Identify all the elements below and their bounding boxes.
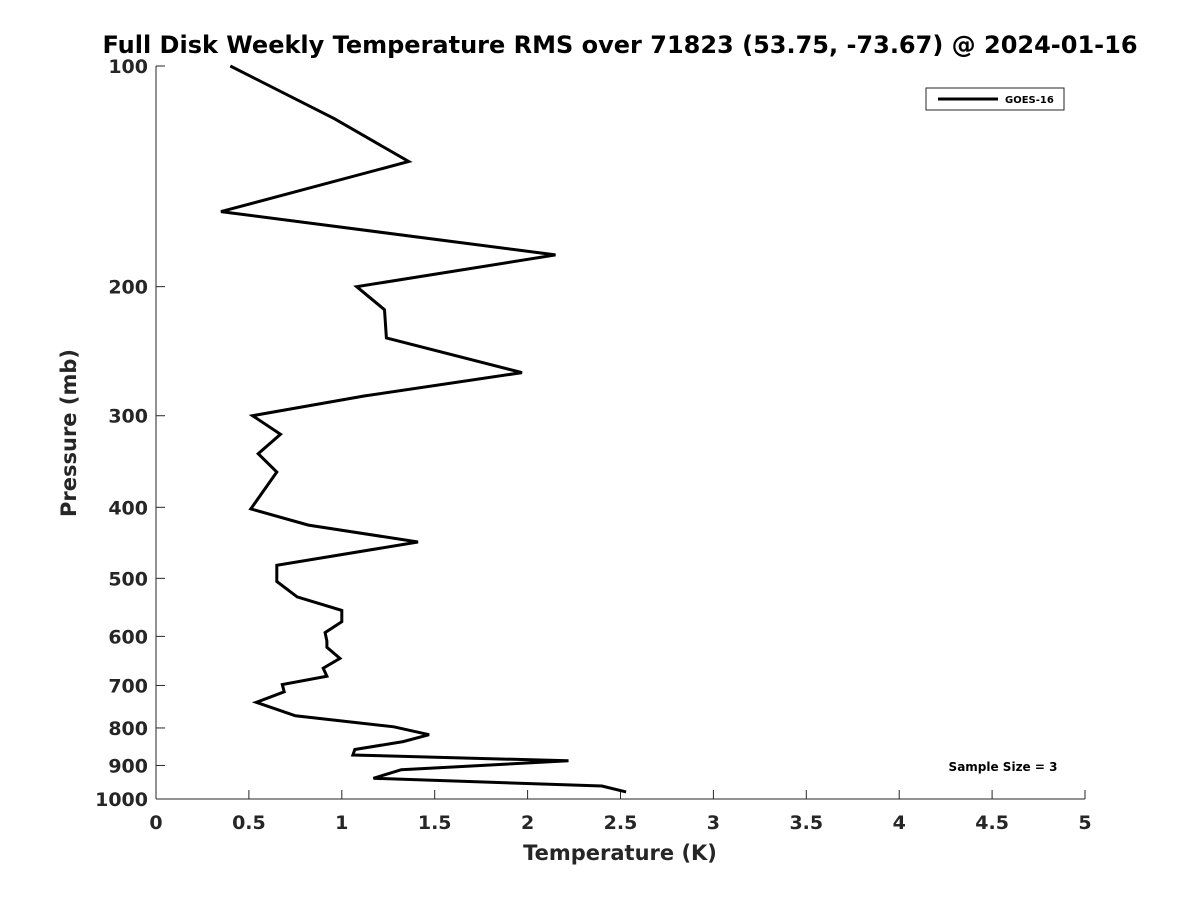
x-axis-label: Temperature (K) — [523, 841, 717, 865]
x-tick-label: 1 — [335, 812, 348, 834]
chart-title: Full Disk Weekly Temperature RMS over 71… — [102, 31, 1137, 59]
legend: GOES-16 — [925, 87, 1065, 111]
x-tick-label: 3.5 — [789, 812, 823, 834]
series-line-goes-16 — [220, 64, 627, 794]
y-tick-label: 600 — [108, 626, 148, 648]
y-tick-label: 700 — [108, 675, 148, 697]
y-tick-label: 200 — [108, 277, 148, 299]
y-axis-ticks: 100 200 300 400 500 600 700 800 900 1000 — [95, 56, 165, 811]
y-tick-label: 1000 — [95, 789, 148, 811]
sample-size-annotation: Sample Size = 3 — [949, 760, 1058, 774]
y-tick-label: 400 — [108, 497, 148, 519]
legend-label: GOES-16 — [1005, 95, 1054, 106]
y-tick-label: 800 — [108, 718, 148, 740]
x-tick-label: 4.5 — [975, 812, 1009, 834]
x-tick-label: 1.5 — [418, 812, 452, 834]
y-tick-label: 100 — [108, 56, 148, 78]
x-tick-label: 2.5 — [604, 812, 638, 834]
x-axis-ticks: 0 0.5 1 1.5 2 2.5 3 3.5 4 4.5 5 — [149, 790, 1092, 834]
series-layer — [220, 64, 627, 794]
y-tick-label: 900 — [108, 755, 148, 777]
y-axis-label: Pressure (mb) — [57, 349, 81, 517]
x-tick-label: 4 — [893, 812, 906, 834]
x-tick-label: 0.5 — [232, 812, 266, 834]
x-tick-label: 2 — [521, 812, 534, 834]
x-tick-label: 0 — [149, 812, 162, 834]
x-tick-label: 3 — [707, 812, 720, 834]
x-tick-label: 5 — [1078, 812, 1091, 834]
y-tick-label: 500 — [108, 568, 148, 590]
y-tick-label: 300 — [108, 406, 148, 428]
